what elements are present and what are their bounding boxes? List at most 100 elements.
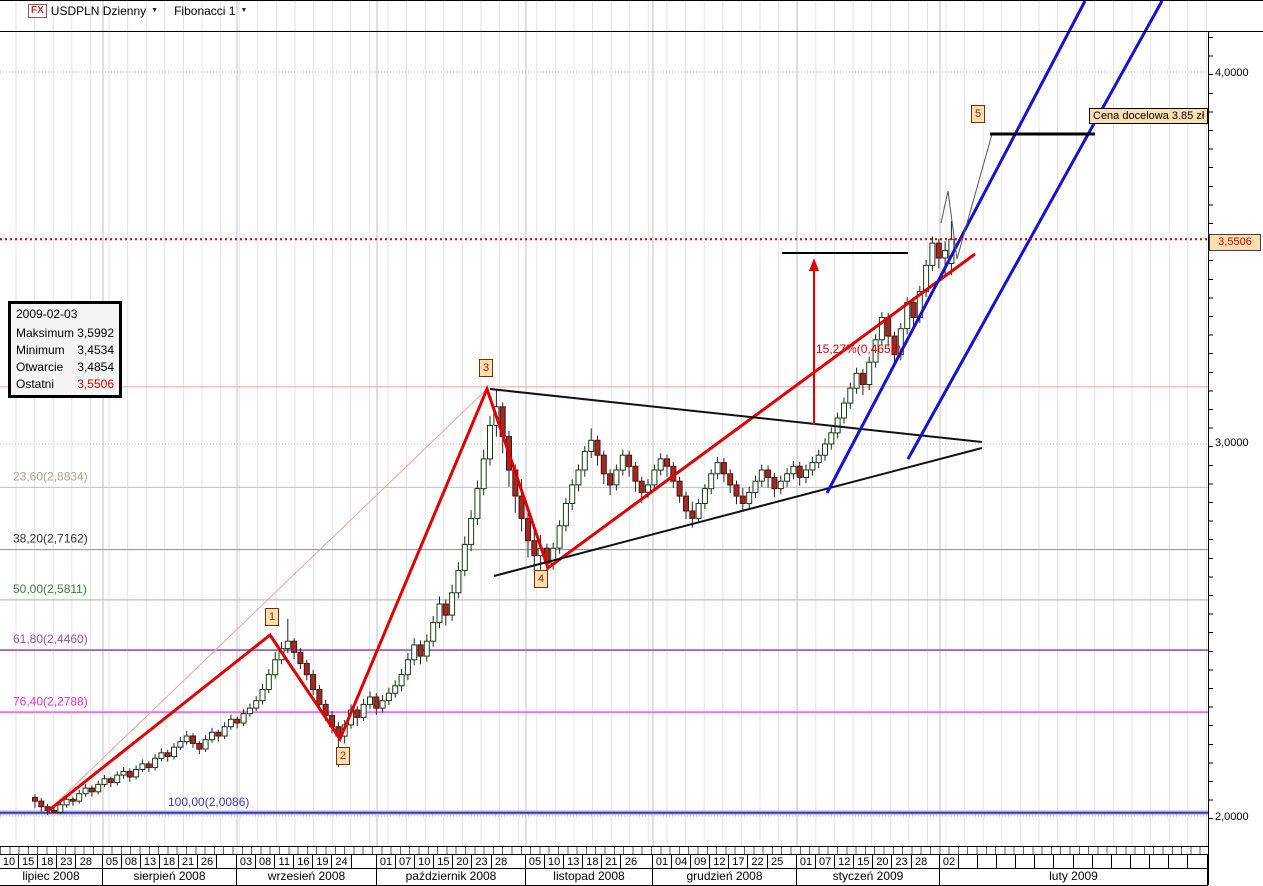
date-tick bbox=[1093, 854, 1112, 869]
svg-text:100,00(2,0086): 100,00(2,0086) bbox=[168, 795, 249, 809]
date-tick: 09 bbox=[691, 854, 711, 869]
date-tick bbox=[1035, 854, 1055, 869]
month-section: 01 04 09 12 17 22 25 grudzień 2008 bbox=[653, 854, 797, 885]
date-tick: 15 bbox=[19, 854, 39, 869]
price-target-label[interactable]: Cena docelowa 3.85 zł bbox=[1089, 108, 1209, 124]
price-axis-label: 2,0000 bbox=[1215, 811, 1249, 823]
wave-marker-4[interactable]: 4 bbox=[534, 570, 548, 588]
date-tick: 18 bbox=[38, 854, 58, 869]
date-tick bbox=[217, 854, 236, 869]
month-section: 01 07 12 15 20 23 28 styczeń 2009 bbox=[797, 854, 940, 885]
date-tick bbox=[959, 854, 979, 869]
date-tick bbox=[1112, 854, 1131, 869]
month-section: 02 luty 2009 bbox=[940, 854, 1208, 885]
date-tick: 11 bbox=[275, 854, 295, 869]
month-label: grudzień 2008 bbox=[686, 869, 763, 883]
date-tick: 07 bbox=[816, 854, 836, 869]
date-tick: 26 bbox=[624, 855, 638, 868]
svg-text:50,00(2,5811): 50,00(2,5811) bbox=[13, 582, 87, 596]
date-tick: 21 bbox=[179, 854, 198, 869]
date-tick: 16 bbox=[294, 854, 314, 869]
date-tick bbox=[1074, 854, 1093, 869]
date-tick: 15 bbox=[434, 854, 454, 869]
date-tick: 24 bbox=[332, 854, 352, 869]
date-axis-ticks bbox=[0, 846, 1208, 855]
svg-text:23,60(2,8834): 23,60(2,8834) bbox=[13, 469, 88, 483]
date-tick: 08 bbox=[122, 854, 141, 869]
date-tick bbox=[997, 854, 1017, 869]
date-tick: 19 bbox=[313, 854, 333, 869]
fx-logo: FX bbox=[28, 4, 47, 18]
date-tick: 18 bbox=[160, 854, 179, 869]
date-tick: 10 bbox=[0, 854, 20, 869]
date-tick: 03 bbox=[237, 854, 257, 869]
wave-marker-5[interactable]: 5 bbox=[971, 105, 985, 123]
wave-marker-2[interactable]: 2 bbox=[336, 747, 350, 765]
date-tick bbox=[1169, 854, 1189, 869]
date-tick bbox=[1054, 854, 1074, 869]
date-tick: 02 bbox=[940, 854, 960, 869]
date-tick: 28 bbox=[914, 855, 928, 868]
date-tick: 12 bbox=[835, 854, 855, 869]
toolbar: FX USDPLN Dzienny ▼ Fibonacci 1 ▼ bbox=[28, 3, 247, 19]
date-tick: 17 bbox=[729, 854, 749, 869]
date-tick: 05 bbox=[103, 854, 122, 869]
date-tick: 12 bbox=[710, 854, 730, 869]
date-tick: 20 bbox=[453, 854, 473, 869]
date-axis: 10 15 18 23 28 lipiec 2008 05 08 13 18 21 26 sierpie… bbox=[0, 854, 1208, 886]
indicator-selector[interactable]: Fibonacci 1 ▼ bbox=[174, 4, 247, 18]
current-price-badge: 3,5506 bbox=[1209, 234, 1261, 251]
month-section: 10 15 18 23 28 lipiec 2008 bbox=[0, 854, 103, 885]
date-tick bbox=[1016, 854, 1036, 869]
date-tick bbox=[1150, 854, 1169, 869]
date-tick: 28 bbox=[79, 855, 93, 868]
tooltip-row: Minimum 3,4534 bbox=[16, 342, 114, 357]
month-label: styczeń 2009 bbox=[832, 869, 904, 883]
date-tick: 13 bbox=[141, 854, 160, 869]
date-tick: 08 bbox=[256, 854, 276, 869]
tooltip-row: Otwarcie 3,4854 bbox=[16, 359, 114, 374]
tooltip-date: 2009-02-03 bbox=[16, 307, 78, 321]
month-section: 01 07 10 15 20 23 28 październik 2008 bbox=[377, 854, 526, 885]
month-label: listopad 2008 bbox=[553, 869, 625, 883]
date-tick bbox=[352, 854, 371, 869]
date-tick: 01 bbox=[377, 854, 397, 869]
date-tick: 05 bbox=[526, 854, 546, 869]
date-tick: 23 bbox=[57, 854, 77, 869]
date-tick: 04 bbox=[672, 854, 692, 869]
date-tick: 20 bbox=[873, 854, 893, 869]
indicator-label: Fibonacci 1 bbox=[174, 4, 236, 18]
date-tick: 28 bbox=[494, 855, 508, 868]
month-label: październik 2008 bbox=[405, 869, 497, 883]
chart-canvas[interactable]: 23,60(2,8834) 38,20(2,7162) 50,00(2,5811) 6… bbox=[0, 1, 1208, 846]
date-tick: 26 bbox=[198, 854, 217, 869]
price-axis-ticks bbox=[1208, 37, 1213, 837]
date-tick: 25 bbox=[770, 855, 784, 868]
month-label: sierpień 2008 bbox=[133, 869, 206, 883]
date-tick bbox=[978, 854, 998, 869]
month-section: 03 08 11 16 19 24 wrzesień 2008 bbox=[237, 854, 377, 885]
date-tick: 01 bbox=[653, 854, 673, 869]
symbol-label: USDPLN Dzienny bbox=[50, 4, 147, 18]
wave-marker-1[interactable]: 1 bbox=[265, 608, 279, 626]
date-tick: 23 bbox=[892, 854, 912, 869]
price-axis-label: 4,0000 bbox=[1215, 67, 1249, 79]
svg-text:76,40(2,2788): 76,40(2,2788) bbox=[13, 694, 88, 708]
wave-marker-3[interactable]: 3 bbox=[479, 359, 493, 377]
tooltip-row: Ostatni 3,5506 bbox=[16, 376, 114, 391]
chevron-down-icon: ▼ bbox=[240, 7, 248, 14]
svg-text:38,20(2,7162): 38,20(2,7162) bbox=[13, 532, 88, 546]
date-tick: 10 bbox=[415, 854, 435, 869]
ohlc-tooltip: 2009-02-03 Maksimum 3,5992 Minimum 3,4534 … bbox=[8, 301, 122, 398]
date-tick: 10 bbox=[545, 854, 565, 869]
date-tick: 23 bbox=[472, 854, 492, 869]
symbol-selector[interactable]: USDPLN Dzienny ▼ bbox=[51, 4, 158, 18]
date-tick: 22 bbox=[748, 854, 768, 869]
chevron-down-icon: ▼ bbox=[151, 7, 159, 14]
month-section: 05 08 13 18 21 26 sierpień 2008 bbox=[103, 854, 237, 885]
chart-top-border bbox=[0, 31, 1263, 32]
date-tick bbox=[1131, 854, 1150, 869]
month-section: 05 10 13 18 21 26 listopad 2008 bbox=[526, 854, 653, 885]
date-tick: 07 bbox=[396, 854, 416, 869]
